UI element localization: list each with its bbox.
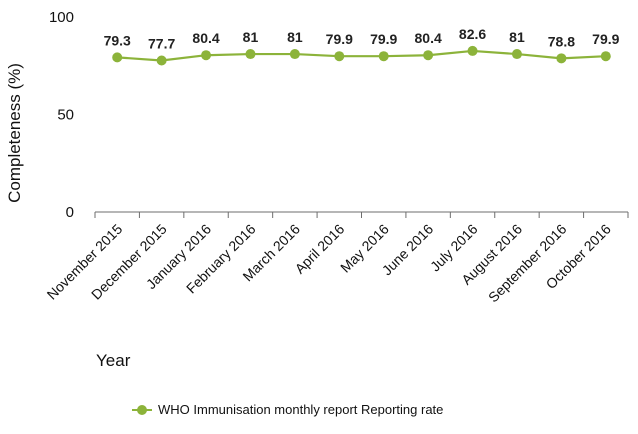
data-label: 79.3	[104, 32, 131, 48]
data-label: 80.4	[192, 30, 219, 46]
series-layer: 79.3 77.7 80.4 81 81 79.9 79.9 80.4 82.6 81 78.8 79…	[104, 26, 620, 66]
y-tick-label: 100	[49, 9, 74, 26]
data-point	[511, 49, 522, 60]
data-point	[334, 51, 345, 62]
data-label: 77.7	[148, 35, 175, 51]
data-label: 80.4	[415, 30, 442, 46]
data-label: 81	[509, 29, 525, 45]
data-point	[245, 49, 256, 60]
data-point	[556, 53, 567, 64]
data-label: 78.8	[548, 33, 575, 49]
data-point	[156, 55, 167, 66]
data-point	[289, 49, 300, 60]
x-tick-label: September 2016	[485, 221, 570, 306]
data-label: 79.9	[326, 31, 353, 47]
data-point	[600, 51, 611, 62]
y-tick-label: 0	[66, 204, 74, 221]
legend: WHO Immunisation monthly report Reportin…	[132, 402, 443, 417]
legend-swatch-marker	[137, 405, 147, 415]
y-axis-title: Completeness (%)	[5, 63, 24, 203]
x-tick-label: December 2015	[88, 221, 170, 303]
data-label: 81	[287, 29, 303, 45]
x-tick-label: November 2015	[44, 221, 126, 303]
data-label: 79.9	[592, 31, 619, 47]
data-label: 81	[243, 29, 259, 45]
y-tick-label: 50	[57, 107, 74, 124]
data-point	[201, 50, 212, 61]
data-label: 79.9	[370, 31, 397, 47]
data-label: 82.6	[459, 26, 486, 42]
data-point	[467, 45, 478, 56]
data-point	[112, 52, 123, 63]
legend-entry-label: WHO Immunisation monthly report Reportin…	[158, 402, 443, 417]
data-point	[423, 50, 434, 61]
x-axis-title: Year	[96, 351, 131, 370]
series-line	[117, 49, 606, 62]
data-point	[378, 51, 389, 62]
